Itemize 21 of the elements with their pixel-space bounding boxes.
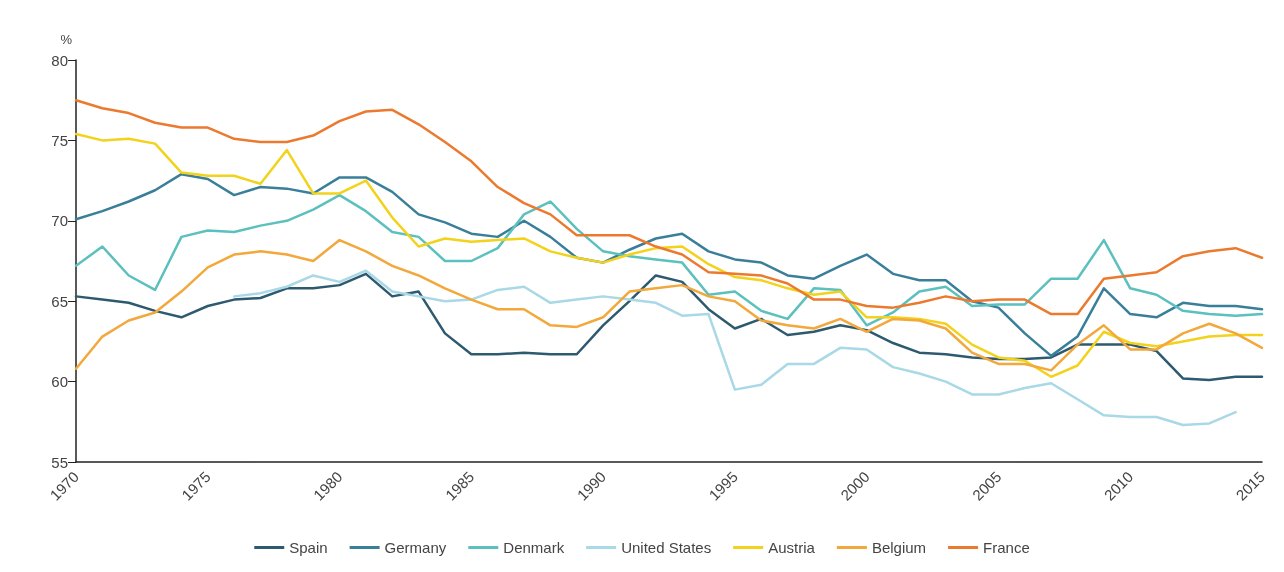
y-tick-label: 70 <box>51 212 68 230</box>
line-series <box>74 98 1264 316</box>
y-axis-title: % <box>60 32 73 47</box>
legend-label: Germany <box>384 539 447 556</box>
legend-label: Belgium <box>871 539 927 556</box>
legend-label: Denmark <box>503 539 565 556</box>
y-tick-label: 75 <box>51 131 68 149</box>
legend-label: France <box>983 539 1030 556</box>
line-series <box>74 172 1264 358</box>
y-tick-label: 65 <box>51 292 68 310</box>
y-tick-label: 80 <box>51 51 68 69</box>
line-series <box>232 269 1237 427</box>
legend-label: United States <box>621 539 712 556</box>
y-tick-label: 55 <box>51 453 68 471</box>
y-tick-label: 60 <box>51 373 68 391</box>
legend-label: Austria <box>768 539 816 556</box>
legend-label: Spain <box>289 539 328 556</box>
line-series <box>74 272 1264 382</box>
line-series <box>74 132 1264 379</box>
line-series <box>74 238 1264 372</box>
line-series <box>74 193 1264 327</box>
